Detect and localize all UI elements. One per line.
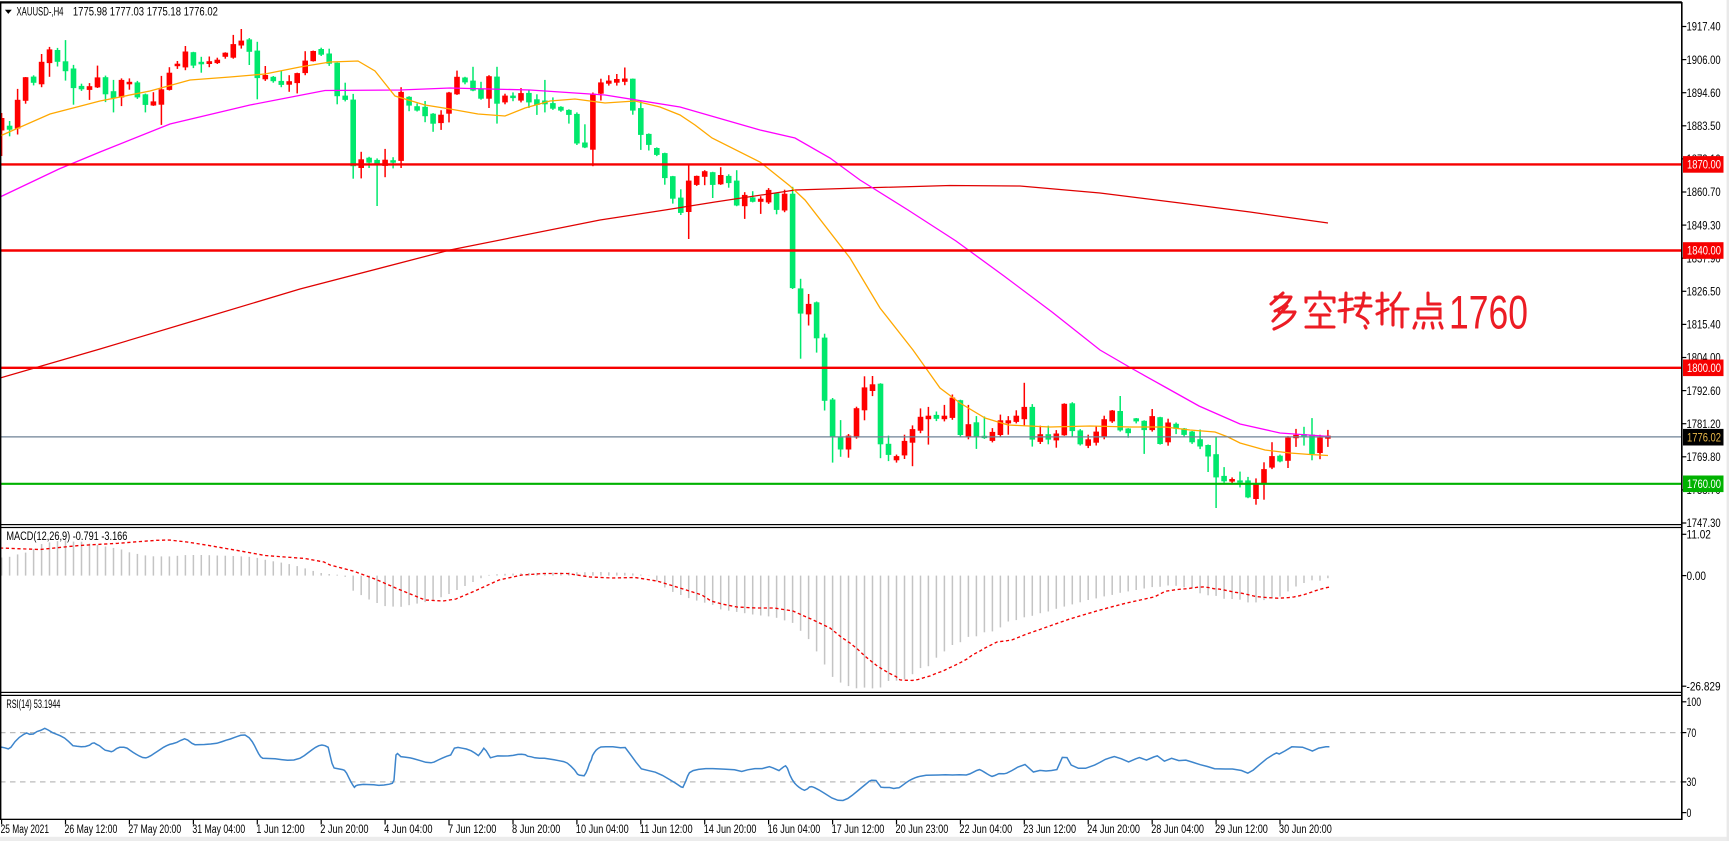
svg-text:29 Jun 12:00: 29 Jun 12:00 <box>1215 824 1268 836</box>
svg-text:1781.20: 1781.20 <box>1687 419 1721 431</box>
svg-text:11.02: 11.02 <box>1687 530 1711 542</box>
svg-text:100: 100 <box>1687 697 1702 709</box>
svg-text:30: 30 <box>1687 777 1697 789</box>
svg-text:28 Jun 04:00: 28 Jun 04:00 <box>1151 824 1204 836</box>
svg-text:17 Jun 12:00: 17 Jun 12:00 <box>832 824 885 836</box>
svg-text:25 May 2021: 25 May 2021 <box>1 824 49 836</box>
svg-text:1840.00: 1840.00 <box>1687 246 1721 258</box>
svg-text:4 Jun 04:00: 4 Jun 04:00 <box>384 824 432 836</box>
svg-text:RSI(14) 53.1944: RSI(14) 53.1944 <box>6 699 60 711</box>
svg-text:XAUUSD-,H4: XAUUSD-,H4 <box>17 4 64 18</box>
svg-text:1760: 1760 <box>1449 286 1528 339</box>
svg-text:8 Jun 20:00: 8 Jun 20:00 <box>512 824 560 836</box>
svg-text:22 Jun 04:00: 22 Jun 04:00 <box>959 824 1012 836</box>
svg-text:1826.50: 1826.50 <box>1687 287 1721 299</box>
svg-text:-26.829: -26.829 <box>1687 681 1721 693</box>
svg-text:1917.40: 1917.40 <box>1687 22 1721 34</box>
svg-text:26 May 12:00: 26 May 12:00 <box>65 824 118 836</box>
svg-text:14 Jun 20:00: 14 Jun 20:00 <box>704 824 757 836</box>
svg-text:1800.00: 1800.00 <box>1687 363 1721 375</box>
svg-text:1883.50: 1883.50 <box>1687 121 1721 133</box>
svg-text:2 Jun 20:00: 2 Jun 20:00 <box>320 824 368 836</box>
svg-text:23 Jun 12:00: 23 Jun 12:00 <box>1023 824 1076 836</box>
svg-text:1792.60: 1792.60 <box>1687 386 1721 398</box>
svg-text:1894.60: 1894.60 <box>1687 88 1721 100</box>
svg-text:0: 0 <box>1687 808 1692 820</box>
svg-text:MACD(12,26,9) -0.791 -3.166: MACD(12,26,9) -0.791 -3.166 <box>6 531 127 543</box>
svg-text:70: 70 <box>1687 728 1697 740</box>
svg-text:27 May 20:00: 27 May 20:00 <box>128 824 181 836</box>
svg-text:10 Jun 04:00: 10 Jun 04:00 <box>576 824 629 836</box>
svg-text:1860.70: 1860.70 <box>1687 187 1721 199</box>
svg-text:1906.00: 1906.00 <box>1687 55 1721 67</box>
svg-text:1760.00: 1760.00 <box>1687 479 1721 491</box>
svg-text:31 May 04:00: 31 May 04:00 <box>192 824 245 836</box>
svg-text:1815.40: 1815.40 <box>1687 320 1721 332</box>
svg-text:24 Jun 20:00: 24 Jun 20:00 <box>1087 824 1140 836</box>
svg-text:1769.80: 1769.80 <box>1687 452 1721 464</box>
svg-text:1849.30: 1849.30 <box>1687 220 1721 232</box>
svg-text:11 Jun 12:00: 11 Jun 12:00 <box>640 824 693 836</box>
svg-text:30 Jun 20:00: 30 Jun 20:00 <box>1279 824 1332 836</box>
svg-text:1775.98 1777.03 1775.18 1776.0: 1775.98 1777.03 1775.18 1776.02 <box>73 4 218 18</box>
svg-text:1776.02: 1776.02 <box>1687 432 1721 444</box>
svg-text:20 Jun 23:00: 20 Jun 23:00 <box>896 824 949 836</box>
svg-text:1747.30: 1747.30 <box>1687 518 1721 530</box>
svg-text:1870.00: 1870.00 <box>1687 160 1721 172</box>
svg-text:16 Jun 04:00: 16 Jun 04:00 <box>768 824 821 836</box>
svg-text:0.00: 0.00 <box>1687 571 1707 583</box>
svg-text:7 Jun 12:00: 7 Jun 12:00 <box>448 824 496 836</box>
svg-text:1 Jun 12:00: 1 Jun 12:00 <box>256 824 304 836</box>
